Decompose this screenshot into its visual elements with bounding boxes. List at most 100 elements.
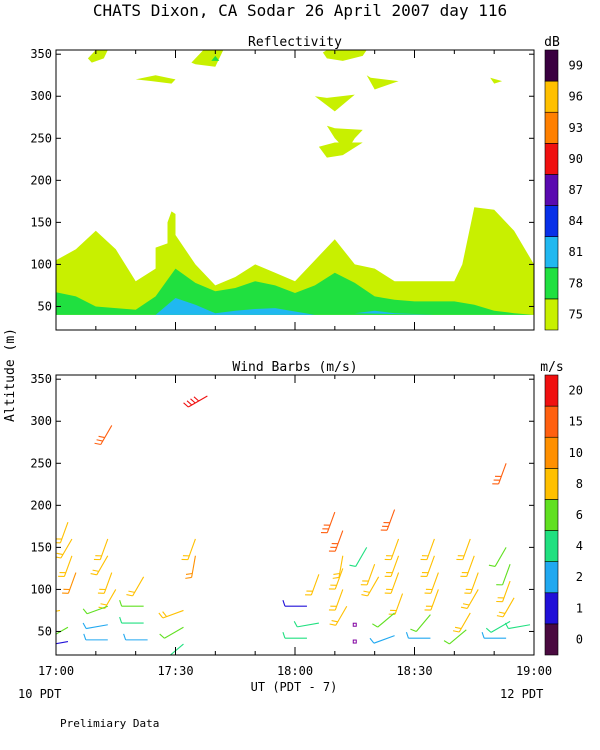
reflectivity-axes: 50 100 150 200 250 300 350: [30, 47, 535, 330]
wind-x-tick-label: 19:00: [516, 664, 552, 678]
wind-barb: [98, 589, 117, 610]
wind-barb: [328, 589, 344, 611]
wind-colorbar: 0 1 2 4 6 8 10 15 20: [544, 374, 583, 656]
wind-colorbar-label: 20: [569, 384, 583, 398]
reflectivity-y-tick-label: 300: [30, 89, 52, 103]
reflectivity-colorbar-swatch: [544, 49, 559, 82]
wind-barb: [410, 614, 431, 633]
wind-calm-marker: [352, 622, 357, 627]
reflectivity-contour-75: [135, 75, 176, 84]
wind-colorbar-label: 1: [576, 601, 583, 615]
wind-barb: [119, 600, 144, 607]
reflectivity-colorbar-swatch: [544, 298, 559, 331]
reflectivity-colorbar-swatch: [544, 267, 559, 300]
reflectivity-panel: Reflectivity 50 100 150 200 250 300 350 75 78 81…: [30, 35, 583, 331]
reflectivity-colorbar-swatch: [544, 174, 559, 206]
reflectivity-y-tick-label: 350: [30, 47, 52, 61]
reflectivity-colorbar-swatch: [544, 143, 559, 175]
wind-calm-marker: [352, 639, 357, 644]
wind-barb: [56, 626, 69, 635]
reflectivity-contour-75: [326, 125, 363, 151]
reflectivity-contour-81: [155, 298, 315, 315]
wind-colorbar-label: 6: [576, 508, 583, 522]
wind-colorbar-swatch: [544, 623, 559, 656]
reflectivity-contours: [56, 50, 534, 315]
wind-barb: [82, 622, 108, 630]
wind-y-tick-label: 300: [30, 414, 52, 428]
reflectivity-colorbar-label: 75: [569, 307, 583, 321]
wind-colorbar-swatch: [544, 561, 559, 594]
wind-barb: [496, 597, 515, 618]
reflectivity-colorbar: 75 78 81 84 87 90 93 96 99: [544, 49, 583, 331]
wind-barb: [372, 612, 395, 628]
wind-barb: [452, 612, 471, 633]
wind-colorbar-swatch: [544, 530, 559, 562]
wind-colorbar-label: 10: [569, 446, 583, 460]
wind-barb: [360, 564, 376, 586]
reflectivity-y-tick-label: 250: [30, 131, 52, 145]
reflectivity-colorbar-swatch: [544, 111, 559, 144]
wind-barb: [496, 564, 511, 586]
wind-barb: [384, 572, 400, 594]
wind-barb: [384, 538, 400, 561]
wind-barb: [361, 576, 380, 597]
reflectivity-colorbar-swatch: [544, 80, 559, 113]
wind-barb: [492, 463, 507, 485]
wind-barbs-title: Wind Barbs (m/s): [232, 360, 357, 375]
reflectivity-colorbar-label: 99: [569, 59, 583, 73]
wind-colorbar-label: 4: [576, 539, 583, 553]
wind-barb: [405, 632, 431, 639]
wind-barb: [62, 572, 77, 594]
wind-barb: [126, 576, 145, 597]
reflectivity-contour-75: [318, 142, 363, 158]
reflectivity-contour-75: [87, 50, 108, 63]
wind-colorbar-label: 2: [576, 570, 583, 584]
wind-barb: [158, 609, 184, 619]
wind-barb: [320, 511, 336, 534]
wind-barb: [97, 572, 113, 594]
wind-barb: [424, 572, 439, 594]
wind-barbs-plot-frame: [55, 374, 535, 656]
wind-barb: [328, 530, 344, 552]
wind-y-tick-label: 200: [30, 498, 52, 512]
wind-x-tick-label: 17:30: [157, 664, 193, 678]
wind-barb: [424, 589, 439, 611]
wind-barb: [464, 572, 479, 594]
wind-barb: [420, 555, 435, 578]
wind-barb: [185, 555, 196, 579]
reflectivity-y-tick-label: 200: [30, 173, 52, 187]
wind-barb: [56, 521, 69, 544]
reflectivity-contour-78: [211, 55, 220, 61]
wind-barb: [388, 593, 404, 615]
figure-title: CHATS Dixon, CA Sodar 26 April 2007 day …: [93, 1, 507, 20]
wind-barb: [504, 622, 531, 630]
wind-barb: [123, 633, 148, 641]
wind-barb: [349, 547, 368, 567]
wind-y-tick-label: 250: [30, 456, 52, 470]
reflectivity-colorbar-swatch: [544, 236, 559, 269]
wind-x-tick-label: 18:30: [396, 664, 432, 678]
wind-barb: [496, 580, 511, 603]
reflectivity-contour-75: [191, 50, 224, 67]
reflectivity-colorbar-label: 96: [569, 90, 583, 104]
wind-colorbar-swatch: [544, 405, 559, 438]
wind-barb: [83, 633, 108, 641]
wind-barb: [384, 555, 400, 578]
reflectivity-colorbar-label: 90: [569, 152, 583, 166]
wind-barb: [328, 568, 344, 590]
wind-barb: [119, 616, 144, 624]
wind-x-tick-label: 17:00: [38, 664, 74, 678]
reflectivity-contour-75: [490, 77, 503, 84]
wind-barb: [293, 621, 319, 628]
wind-colorbar-swatch: [544, 468, 559, 500]
x-sublabel-left: 10 PDT: [18, 687, 61, 701]
reflectivity-title: Reflectivity: [248, 35, 342, 50]
y-axis-label: Altitude (m): [3, 328, 18, 422]
reflectivity-colorbar-label: 84: [569, 214, 583, 228]
wind-colorbar-title: m/s: [540, 360, 563, 375]
wind-barb: [94, 425, 113, 446]
x-sublabel-right: 12 PDT: [500, 687, 543, 701]
reflectivity-y-tick-label: 150: [30, 215, 52, 229]
reflectivity-y-tick-label: 100: [30, 257, 52, 271]
